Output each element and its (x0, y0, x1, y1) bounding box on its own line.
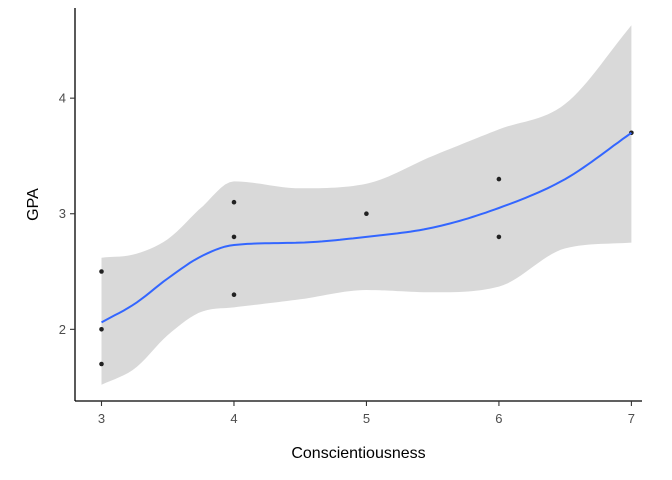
data-point (99, 269, 104, 274)
data-point (496, 176, 502, 182)
y-tick-label: 4 (59, 91, 66, 106)
y-tick-label: 3 (59, 206, 66, 221)
x-axis-title: Conscientiousness (291, 445, 425, 462)
x-tick-label: 6 (495, 411, 502, 426)
confidence-band-layer (101, 25, 632, 385)
smooth-line-layer (101, 131, 632, 324)
data-point (99, 361, 104, 367)
data-points-layer (99, 130, 634, 367)
data-point (496, 234, 502, 240)
x-tick-label: 4 (230, 411, 237, 426)
x-axis-ticks: 3 4 5 6 7 (98, 401, 635, 426)
x-tick-label: 3 (98, 411, 105, 426)
confidence-band (101, 25, 632, 385)
x-tick-label: 5 (363, 411, 370, 426)
data-point (231, 234, 237, 240)
data-point (231, 292, 237, 298)
y-axis-title: GPA (25, 188, 42, 221)
x-tick-label: 7 (628, 411, 635, 426)
smooth-line (101, 131, 632, 324)
data-point (99, 327, 104, 332)
data-point (364, 211, 369, 216)
y-axis-ticks: 2 3 4 (59, 91, 75, 337)
y-tick-label: 2 (59, 322, 66, 337)
data-point (231, 199, 237, 205)
